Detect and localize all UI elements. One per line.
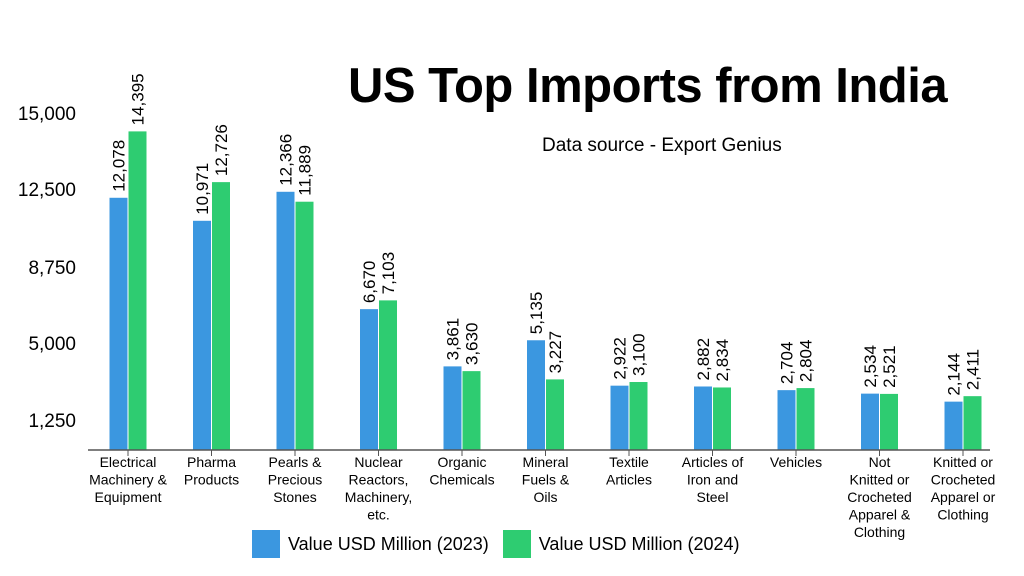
x-tick-label: Equipment [95,489,162,505]
y-tick-label: 8,750 [28,258,76,279]
bar-2023 [109,197,128,450]
value-label: 2,521 [880,345,899,388]
bar-2024 [796,388,815,450]
value-label: 3,227 [546,331,565,374]
bar-2024 [963,396,982,450]
bars [109,131,982,451]
bar-2024 [379,300,397,450]
legend-item-2024: Value USD Million (2024) [502,530,740,558]
bar-2023 [193,220,211,450]
value-label: 2,804 [797,340,816,383]
y-tick-label: 1,250 [28,411,76,432]
x-tick-label: Apparel or [931,489,996,505]
value-label: 3,630 [463,323,482,366]
value-label: 2,411 [964,349,983,390]
bar-2024 [880,393,898,450]
bar-2023 [944,401,963,450]
x-tick-label: Textile [609,454,649,470]
x-tick-label: Chemicals [429,472,494,488]
x-tick-label: Machinery, [345,489,412,505]
bar-2023 [610,385,629,450]
bar-2023 [527,340,545,450]
legend-label-2024: Value USD Million (2024) [538,533,740,554]
value-label: 11,889 [296,145,315,196]
x-tick-label: Articles of [682,454,744,470]
y-tick-label: 15,000 [18,104,76,125]
x-tick-label: etc. [367,507,390,523]
y-tick-label: 12,500 [18,180,76,201]
chart-title: US Top Imports from India [348,59,948,113]
value-label: 3,100 [630,333,649,376]
x-tick-label: Clothing [937,507,988,523]
legend-swatch-2024 [502,530,531,558]
x-tick-label: Crocheted [847,489,912,505]
bar-2024 [295,201,314,450]
bar-2023 [861,393,879,450]
x-tick-label: Pharma [187,454,236,470]
legend: Value USD Million (2023) Value USD Milli… [252,530,740,558]
x-tick-label: Vehicles [770,454,822,470]
x-tick-label: Knitted or [850,472,910,488]
y-axis-ticks: 1,250 5,000 8,750 12,500 15,000 [18,104,76,432]
x-tick-label: Organic [437,454,486,470]
x-axis-labels: Electrical Machinery &Equipment Pharma Prod… [89,450,996,540]
value-label: 6,670 [360,261,379,304]
bar-2023 [360,309,378,450]
bar-2024 [629,382,648,450]
x-tick-label: Fuels & [522,472,570,488]
value-label: 2,922 [611,337,630,380]
x-tick-label: Knitted or [933,454,993,470]
value-label: 12,078 [110,140,129,192]
x-tick-label: Machinery & [89,472,167,488]
y-tick-label: 5,000 [28,334,76,355]
bar-2023 [777,390,796,450]
bar-2023 [443,366,462,450]
chart-subtitle: Data source - Export Genius [542,135,782,156]
x-tick-label: Articles [606,472,652,488]
value-label: 2,534 [861,345,880,388]
value-label: 10,971 [193,163,212,215]
x-tick-label: Apparel & [849,507,911,523]
x-tick-label: Electrical [100,454,157,470]
bar-2024 [462,371,481,450]
legend-swatch-2023 [252,530,280,558]
value-label: 2,704 [778,342,797,385]
x-tick-label: Nuclear [354,454,403,470]
value-label: 12,726 [212,124,231,176]
bar-2023 [276,191,295,450]
x-tick-label: Steel [697,489,729,505]
value-label: 5,135 [527,292,546,335]
bar-2024 [128,131,147,450]
x-tick-label: Crocheted [931,472,996,488]
x-tick-label: Oils [533,489,557,505]
bar-2024 [713,387,731,450]
x-tick-label: Not [869,454,891,470]
x-tick-label: Precious [268,472,322,488]
value-label: 7,103 [379,252,398,295]
x-tick-label: Products [184,472,239,488]
value-label: 2,144 [945,353,964,396]
value-label: 2,882 [694,338,713,381]
x-tick-label: Reactors, [349,472,409,488]
x-tick-label: Stones [273,489,317,505]
bar-2024 [212,182,230,451]
x-tick-label: Clothing [854,524,905,540]
legend-label-2023: Value USD Million (2023) [288,533,489,554]
x-tick-label: Mineral [523,454,569,470]
bar-2024 [546,379,564,450]
value-label: 14,395 [129,73,148,125]
x-tick-label: Iron and [687,472,738,488]
value-label: 3,861 [444,318,463,361]
value-label: 2,834 [713,339,732,382]
legend-item-2023: Value USD Million (2023) [252,530,489,558]
bar-2023 [694,386,712,450]
x-tick-label: Pearls & [269,454,323,470]
value-label: 12,366 [277,134,296,186]
